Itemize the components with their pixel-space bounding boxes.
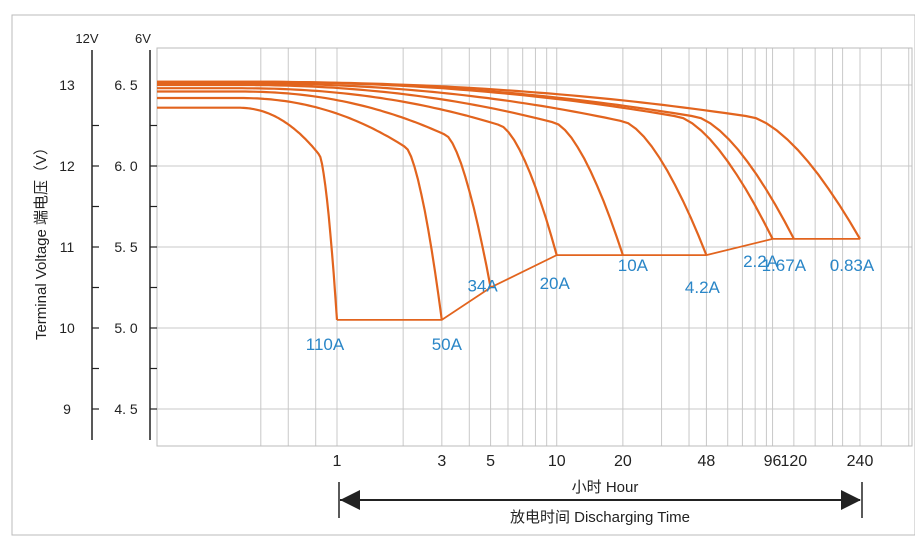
x-tick-label: 3 (437, 453, 446, 470)
x-tick-label: 96 (764, 453, 782, 470)
time-label: 放电时间 Discharging Time (510, 509, 690, 526)
y-tick-label-12v: 9 (63, 401, 71, 417)
x-tick-label: 1 (333, 453, 342, 470)
current-label: 10A (618, 256, 649, 275)
y-tick-label-12v: 13 (59, 77, 75, 93)
x-tick-label: 10 (548, 453, 566, 470)
x-axis-title: 小时 Hour (572, 479, 639, 496)
current-label: 2.2A (743, 252, 779, 271)
y-tick-label-6v: 4. 5 (114, 401, 138, 417)
y-unit-6v: 6V (135, 31, 151, 46)
current-label: 34A (467, 277, 498, 296)
current-label: 20A (540, 274, 571, 293)
curves (157, 80, 861, 321)
y-unit-12v: 12V (75, 31, 98, 46)
y-tick-label-12v: 11 (60, 239, 75, 255)
x-tick-label: 5 (486, 453, 495, 470)
x-tick-label: 20 (614, 453, 632, 470)
x-ticks: 1 3 5 10 20 48 96 120 240 (333, 453, 874, 470)
curve-50A (157, 96, 443, 321)
x-tick-label: 120 (781, 453, 808, 470)
y-tick-label-6v: 5. 5 (114, 239, 138, 255)
outer-border (11, 14, 915, 536)
current-label: 0.83A (830, 256, 875, 275)
time-arrow-left-head (340, 490, 360, 510)
current-label: 1.67A (762, 256, 807, 275)
curve-4.2A (157, 82, 708, 256)
y-ticks: 13 6. 5 12 6. 0 11 5. 5 10 5. 0 9 4. 5 (59, 77, 157, 417)
y-tick-label-6v: 6. 5 (114, 77, 138, 93)
x-tick-label: 240 (847, 453, 874, 470)
y-tick-label-6v: 6. 0 (114, 158, 138, 174)
y-tick-label-12v: 10 (59, 320, 75, 336)
current-label: 50A (432, 335, 463, 354)
curve-labels: 110A 50A 34A 20A 10A 4.2A 2.2A1.67A 0.83A (306, 252, 875, 354)
y-tick-label-12v: 12 (59, 158, 75, 174)
grid (157, 48, 912, 446)
curve-20A (157, 87, 558, 256)
x-tick-label: 48 (698, 453, 716, 470)
curve-2.2A (157, 80, 774, 240)
time-arrow-right-head (841, 490, 861, 510)
curve-110A (157, 106, 339, 320)
y-tick-label-6v: 5. 0 (114, 320, 138, 336)
curve-0.83A (157, 80, 861, 240)
y-axis-title: Terminal Voltage 端电压（V） (33, 140, 50, 340)
curve-10A (157, 83, 624, 256)
end-voltage-line (337, 238, 860, 321)
current-label: 4.2A (685, 278, 721, 297)
current-label: 110A (306, 335, 345, 354)
curve-34A (157, 90, 492, 288)
